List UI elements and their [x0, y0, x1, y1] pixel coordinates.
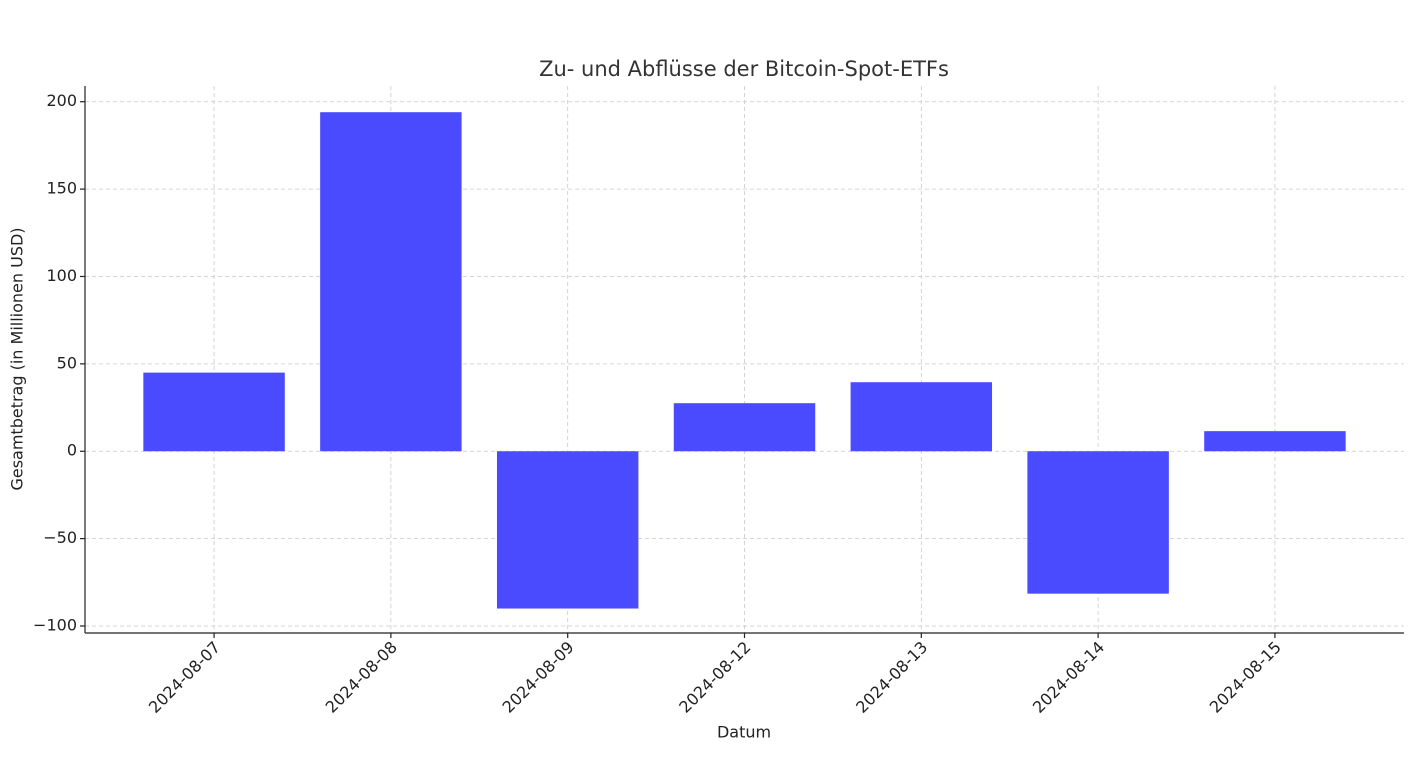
x-tick-label: 2024-08-15: [1206, 638, 1285, 717]
bar: [496, 451, 639, 609]
bar: [1027, 451, 1169, 594]
y-tick-label: 100: [46, 266, 77, 285]
bar: [320, 112, 462, 452]
x-tick-label: 2024-08-13: [852, 638, 931, 717]
x-tick-label: 2024-08-14: [1029, 638, 1108, 717]
x-tick-label: 2024-08-09: [499, 638, 578, 717]
chart-title: Zu- und Abflüsse der Bitcoin-Spot-ETFs: [539, 57, 949, 81]
bar: [143, 372, 285, 452]
y-tick-label: −100: [33, 616, 77, 635]
x-tick-label: 2024-08-07: [145, 638, 224, 717]
y-axis-label: Gesamtbetrag (in Millionen USD): [8, 227, 27, 490]
y-tick-label: 200: [46, 91, 77, 110]
x-tick-label: 2024-08-12: [675, 638, 754, 717]
bar: [673, 403, 816, 452]
y-tick-label: 0: [67, 441, 77, 460]
y-tick-label: 150: [46, 179, 77, 198]
y-tick-label: 50: [57, 353, 77, 372]
x-axis-label: Datum: [717, 723, 771, 742]
y-tick-label: −50: [43, 528, 77, 547]
bar: [1204, 431, 1346, 452]
bar: [850, 382, 993, 452]
x-tick-label: 2024-08-08: [322, 638, 401, 717]
